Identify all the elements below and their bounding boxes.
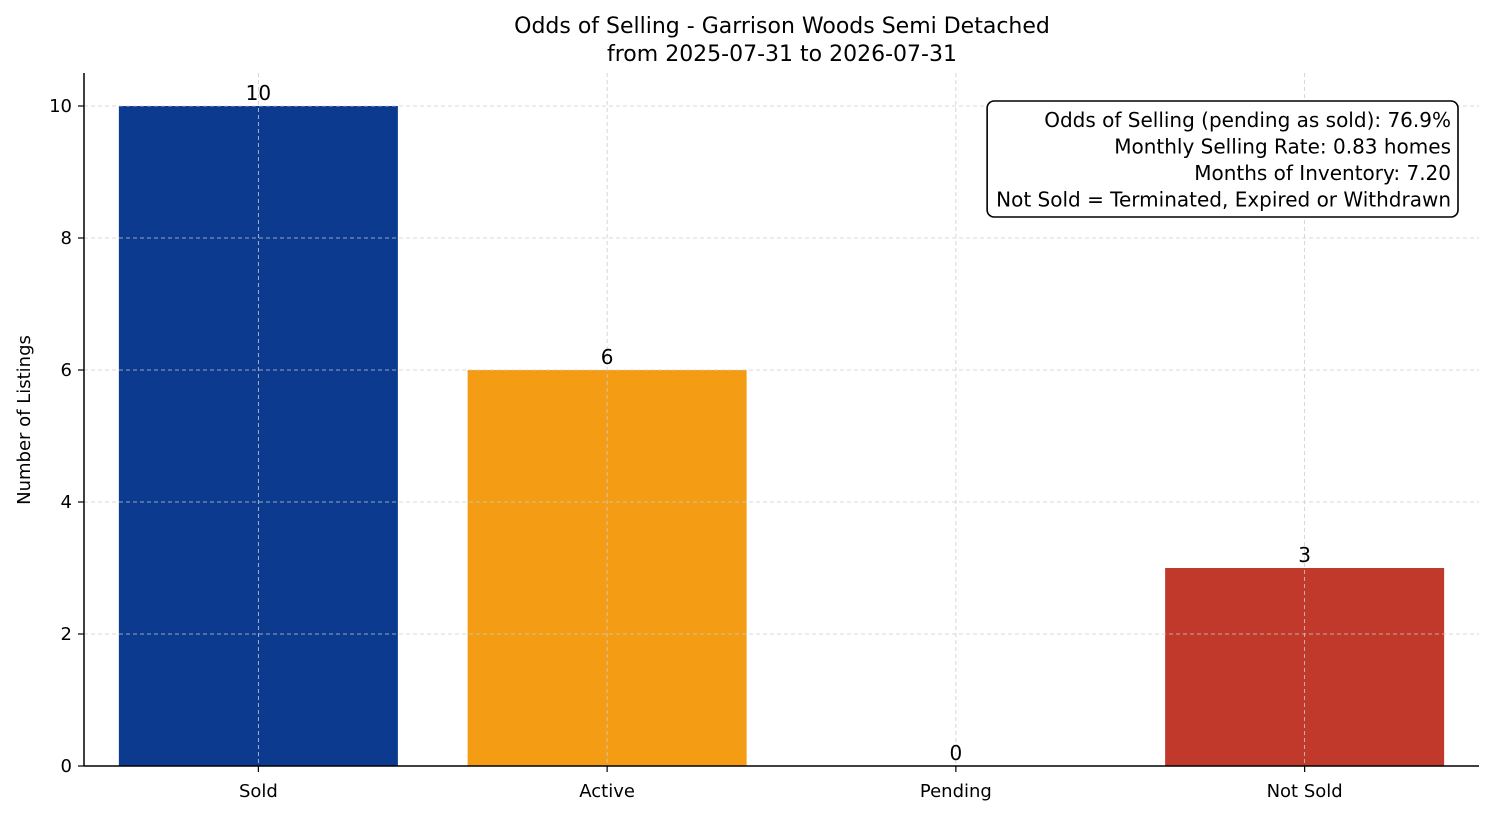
summary-line: Months of Inventory: 7.20 [1194, 161, 1451, 185]
y-tick-label: 0 [61, 756, 72, 777]
summary-line: Odds of Selling (pending as sold): 76.9% [1044, 108, 1451, 132]
y-tick-label: 6 [61, 360, 72, 381]
bar-value-label: 3 [1298, 543, 1311, 567]
x-tick-label: Sold [239, 781, 278, 802]
y-tick-label: 4 [61, 492, 72, 513]
bar-not-sold [1165, 568, 1445, 766]
x-tick-label: Not Sold [1267, 781, 1343, 802]
y-tick-label: 8 [61, 228, 72, 249]
bar-value-label: 6 [601, 345, 614, 369]
summary-line: Monthly Selling Rate: 0.83 homes [1114, 135, 1451, 159]
bar-value-label: 10 [246, 81, 271, 105]
axes: 0 2 4 6 8 10 Sold Active Pending Not Sold [49, 73, 1479, 802]
x-tick-label: Pending [920, 781, 992, 802]
bar-value-labels: 10 6 0 3 [246, 81, 1311, 765]
summary-box-frame [986, 100, 1459, 218]
summary-box: Odds of Selling (pending as sold): 76.9%… [986, 100, 1459, 218]
chart-subtitle: from 2025-07-31 to 2026-07-31 [607, 42, 957, 67]
y-tick-label: 2 [61, 624, 72, 645]
y-tick-label: 10 [49, 96, 72, 117]
summary-line: Not Sold = Terminated, Expired or Withdr… [996, 188, 1451, 212]
chart-title: Odds of Selling - Garrison Woods Semi De… [514, 14, 1050, 39]
y-axis-label: Number of Listings [14, 335, 35, 505]
bar-sold [118, 106, 398, 766]
x-tick-label: Active [579, 781, 635, 802]
bar-value-label: 0 [950, 741, 963, 765]
